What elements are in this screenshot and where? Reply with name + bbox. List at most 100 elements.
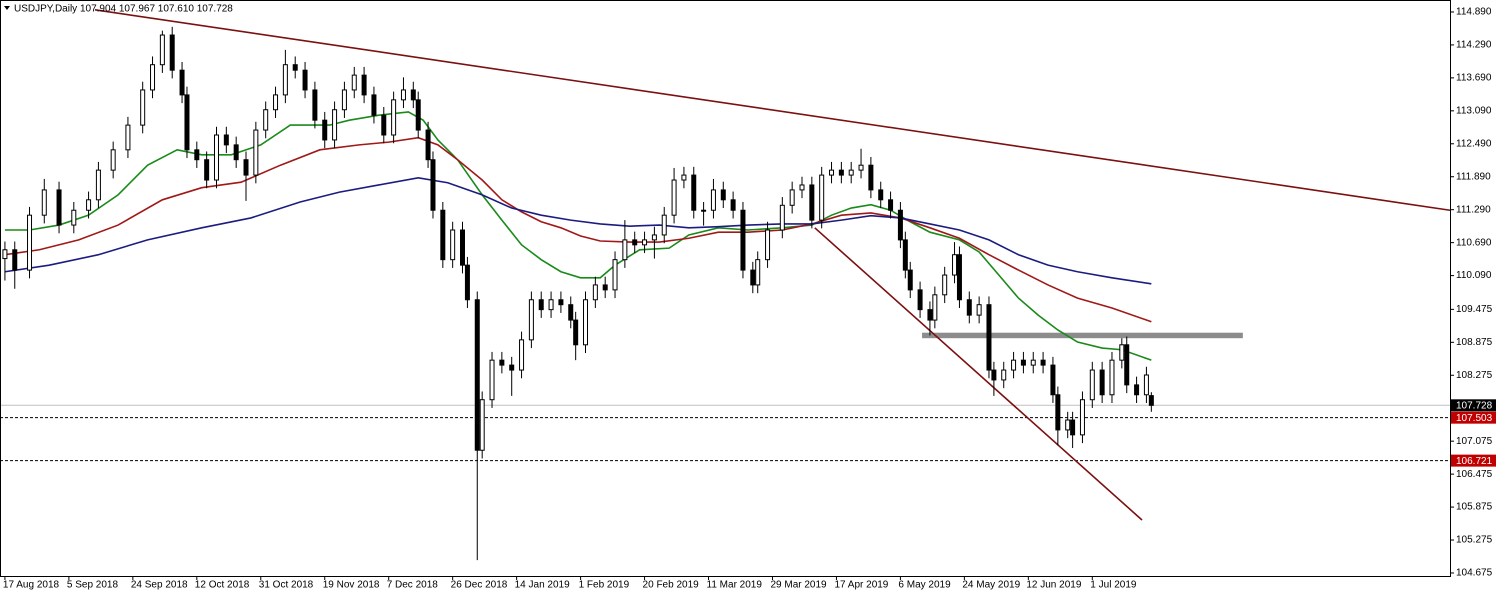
y-tick-label: 111.290 (1456, 204, 1491, 215)
y-tick-label: 110.690 (1456, 237, 1492, 248)
candle-body (878, 189, 884, 201)
candle-body (415, 99, 421, 131)
candle-body (789, 189, 795, 206)
candle-body (479, 399, 485, 451)
y-tick-label: 112.490 (1456, 138, 1492, 149)
plot-border (0, 0, 1451, 577)
candle-body (976, 304, 982, 316)
candle-body (95, 169, 101, 201)
candle-body (351, 74, 357, 91)
candle-body (720, 189, 726, 201)
candle-body (273, 94, 279, 111)
candle-body (1099, 369, 1105, 396)
x-tick-label: 31 Oct 2018 (259, 580, 314, 591)
candle-body (140, 89, 146, 126)
candle-body (632, 239, 638, 246)
candle-body (312, 89, 318, 121)
candle-body (292, 64, 298, 71)
x-tick-label: 29 Mar 2019 (770, 580, 827, 591)
candle-body (1050, 364, 1056, 396)
candle-body (986, 304, 992, 371)
candle-body (701, 209, 707, 212)
candle-body (1119, 344, 1125, 361)
candle-body (868, 164, 874, 191)
candle-body (125, 124, 131, 151)
candle-body (86, 199, 92, 211)
candle-body (956, 254, 962, 301)
candle-body (917, 289, 923, 311)
candle-body (602, 284, 608, 291)
candle-body (592, 284, 598, 301)
x-tick-label: 12 Jun 2019 (1026, 580, 1081, 591)
y-tick-label: 114.290 (1456, 40, 1492, 51)
trend-line (814, 227, 1143, 521)
candle-body (56, 189, 62, 226)
candle-body (966, 299, 972, 316)
x-tick-label: 17 Aug 2018 (3, 580, 60, 591)
price-label: 107.503 (1456, 413, 1493, 424)
x-tick-label: 17 Apr 2019 (834, 580, 888, 591)
candle-body (932, 294, 938, 321)
candle-body (430, 159, 436, 211)
x-tick-label: 20 Feb 2019 (643, 580, 700, 591)
candle-body (460, 229, 466, 266)
x-tick-label: 24 May 2019 (962, 580, 1020, 591)
candle-body (888, 199, 894, 211)
y-tick-label: 114.890 (1456, 7, 1492, 18)
x-tick-label: 14 Jan 2019 (515, 580, 570, 591)
candle-body (952, 254, 958, 276)
candle-body (110, 149, 116, 171)
candle-body (425, 129, 431, 161)
candle-body (400, 89, 406, 101)
candle-body (1148, 395, 1154, 406)
candle-body (179, 69, 185, 96)
candle-body (942, 274, 948, 296)
candle-body (568, 304, 574, 321)
candle-body (902, 239, 908, 271)
candle-body (765, 229, 771, 261)
candle-body (474, 299, 480, 451)
menu-arrow[interactable] (4, 6, 10, 10)
candle-body (779, 204, 785, 231)
candle-body (750, 269, 756, 286)
candle-body (558, 299, 564, 306)
chart-title: USDJPY,Daily 107.904 107.967 107.610 107… (14, 4, 233, 15)
candle-body (1020, 359, 1026, 366)
candle-body (548, 299, 554, 311)
candle-body (1065, 419, 1071, 431)
x-tick-label: 26 Dec 2018 (451, 580, 508, 591)
candle-body (848, 169, 854, 176)
x-tick-label: 11 Mar 2019 (707, 580, 763, 591)
candle-body (243, 159, 249, 176)
candle-body (1124, 344, 1130, 386)
candle-body (361, 74, 367, 96)
candle-body (2, 249, 8, 260)
price-label-box (1451, 411, 1496, 424)
candle-body (838, 169, 844, 176)
y-tick-label: 108.875 (1456, 337, 1493, 348)
candle-body (253, 129, 259, 176)
candle-body (184, 94, 190, 151)
y-tick-label: 107.075 (1456, 436, 1493, 447)
y-tick-label: 111.890 (1456, 171, 1491, 182)
x-tick-label: 7 Dec 2018 (387, 580, 439, 591)
candle-body (1055, 394, 1061, 431)
y-tick-label: 105.275 (1456, 535, 1493, 546)
candle-body (710, 189, 716, 211)
candle-body (440, 209, 446, 261)
y-tick-label: 104.675 (1456, 568, 1493, 579)
candle-body (12, 249, 18, 271)
candle-body (71, 209, 77, 226)
candle-body (740, 209, 746, 271)
x-tick-label: 12 Oct 2018 (195, 580, 250, 591)
candle-body (410, 89, 416, 101)
candle-body (302, 69, 308, 91)
candle-body (907, 269, 913, 291)
candle-body (681, 174, 687, 181)
candle-body (1030, 359, 1036, 366)
candle-body (391, 99, 397, 136)
price-label: 107.728 (1456, 400, 1493, 411)
candle-body (322, 119, 328, 141)
trend-line (94, 8, 1451, 212)
